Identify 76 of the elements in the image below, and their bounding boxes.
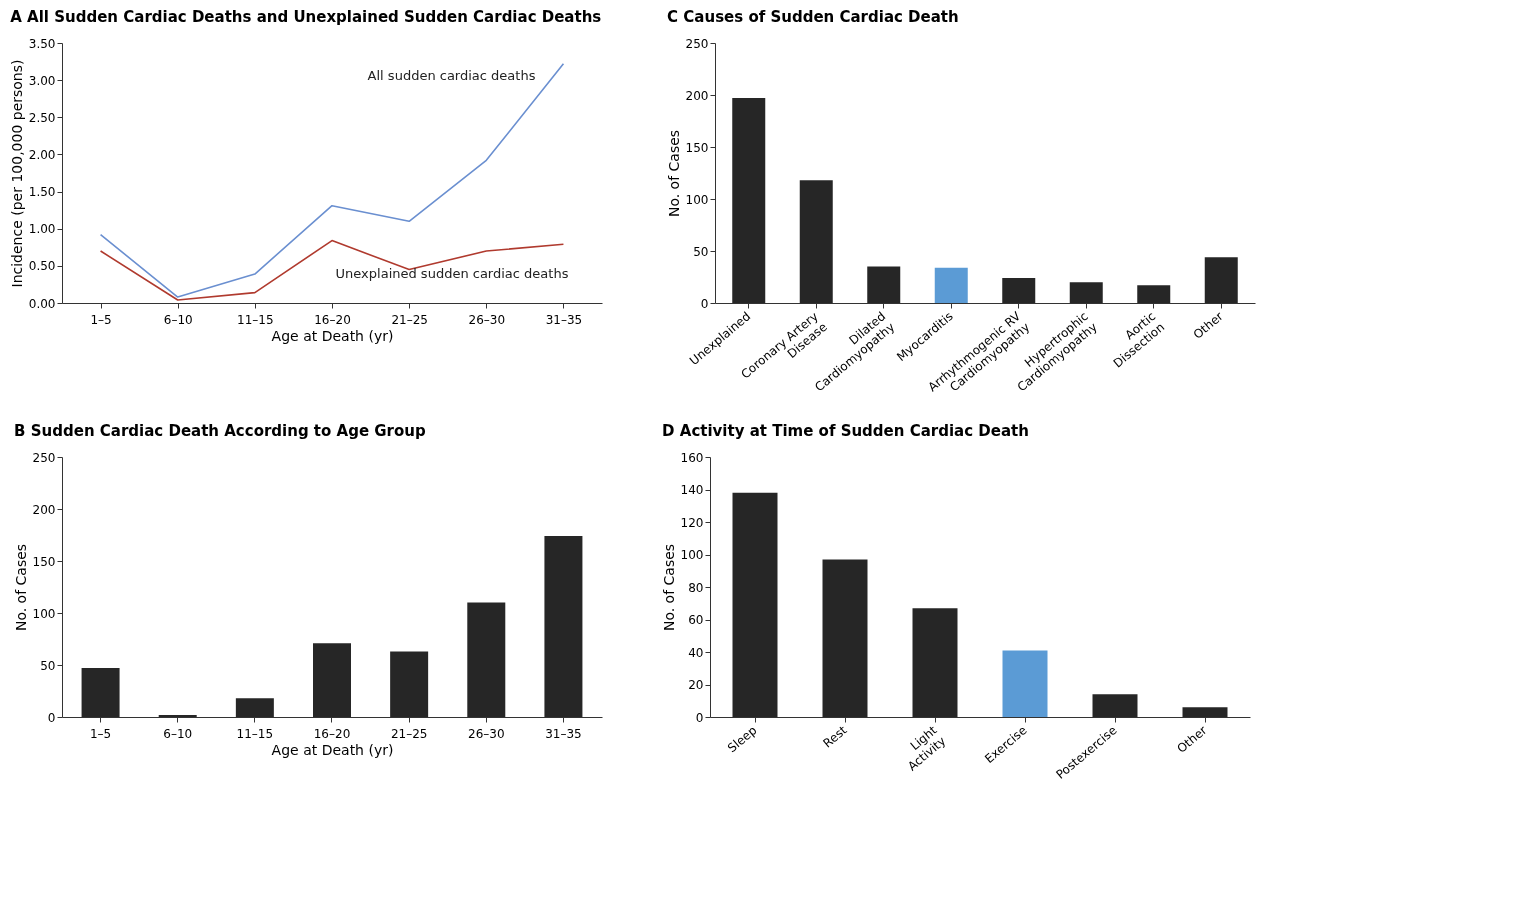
y-tick-label: 0 [47,710,56,725]
y-tick-label: 250 [32,450,56,465]
x-tick-label: 11–15 [237,312,274,327]
bar [732,492,778,717]
y-axis-title: Incidence (per 100,000 persons) [8,59,25,288]
x-tick-label: 21–25 [390,726,428,741]
bar [1069,282,1103,303]
y-tick-label: 0.00 [28,296,56,311]
x-tick-label: 16–20 [314,312,351,327]
y-tick-label: 100 [680,548,704,562]
y-tick-label: 1.00 [28,222,56,237]
bar [732,98,766,303]
bar [912,608,958,717]
x-tick-label: 6–10 [163,726,193,741]
chart-title: C Causes of Sudden Cardiac Death [667,8,959,26]
bar [235,698,274,717]
y-tick-label: 0 [700,296,709,311]
x-axis-title: Age at Death (yr) [271,741,394,758]
x-tick-label: 31–35 [545,726,582,741]
x-tick-label: 31–35 [545,312,583,327]
bar [799,180,833,303]
y-tick-label: 150 [32,554,56,569]
bar [544,536,583,717]
y-tick-label: 3.50 [28,36,56,51]
y-tick-label: 3.00 [28,73,56,88]
y-tick-label: 150 [685,140,709,155]
x-tick-label: 1–5 [89,726,112,741]
y-axis-title: No. of Cases [665,129,682,218]
series-label: All sudden cardiac deaths [367,67,536,83]
y-tick-label: 2.50 [28,110,56,125]
bar [1002,278,1036,303]
y-tick-label: 2.00 [28,147,56,162]
x-tick-label: 16–20 [313,726,351,741]
x-tick-label: 26–30 [468,312,506,327]
y-tick-label: 100 [685,192,709,207]
bar [934,267,968,303]
y-tick-label: 100 [32,606,56,621]
bar [867,266,901,303]
y-tick-label: 0.50 [28,259,56,274]
y-tick-label: 40 [688,645,704,660]
bar [1182,707,1228,717]
series-label: Unexplained sudden cardiac deaths [335,266,569,282]
bar [158,714,197,717]
x-tick-label: 21–25 [391,312,428,327]
chart-title: B Sudden Cardiac Death According to Age Group [14,422,426,440]
bar [390,651,429,717]
y-tick-label: 200 [32,502,56,517]
y-tick-label: 20 [688,678,704,692]
bar [467,602,506,717]
y-tick-label: 120 [680,515,704,530]
y-tick-label: 160 [680,450,704,465]
y-tick-label: 0 [695,710,704,725]
bar [822,559,868,717]
y-tick-label: 80 [688,580,704,595]
bar [1002,650,1048,717]
y-tick-label: 50 [40,658,56,673]
bar [1204,257,1238,303]
chart-title: D Activity at Time of Sudden Cardiac Death [662,422,1029,440]
y-tick-label: 140 [680,483,704,497]
x-tick-label: 6–10 [163,312,193,327]
x-tick-label: 1–5 [90,312,112,327]
y-tick-label: 1.50 [28,185,56,200]
y-axis-title: No. of Cases [660,543,677,632]
y-tick-label: 250 [685,36,709,51]
bar [1092,694,1138,717]
bar [313,643,351,717]
x-tick-label: 26–30 [468,726,505,741]
y-tick-label: 50 [693,244,709,259]
bar [81,668,120,717]
y-tick-label: 60 [688,613,704,627]
y-tick-label: 200 [685,88,709,103]
y-axis-title: No. of Cases [12,543,29,632]
chart-title: A All Sudden Cardiac Deaths and Unexplained Sudden Cardiac Deaths [10,8,602,26]
x-axis-title: Age at Death (yr) [271,327,394,344]
bar [1137,285,1171,303]
x-tick-label: 11–15 [236,726,274,741]
